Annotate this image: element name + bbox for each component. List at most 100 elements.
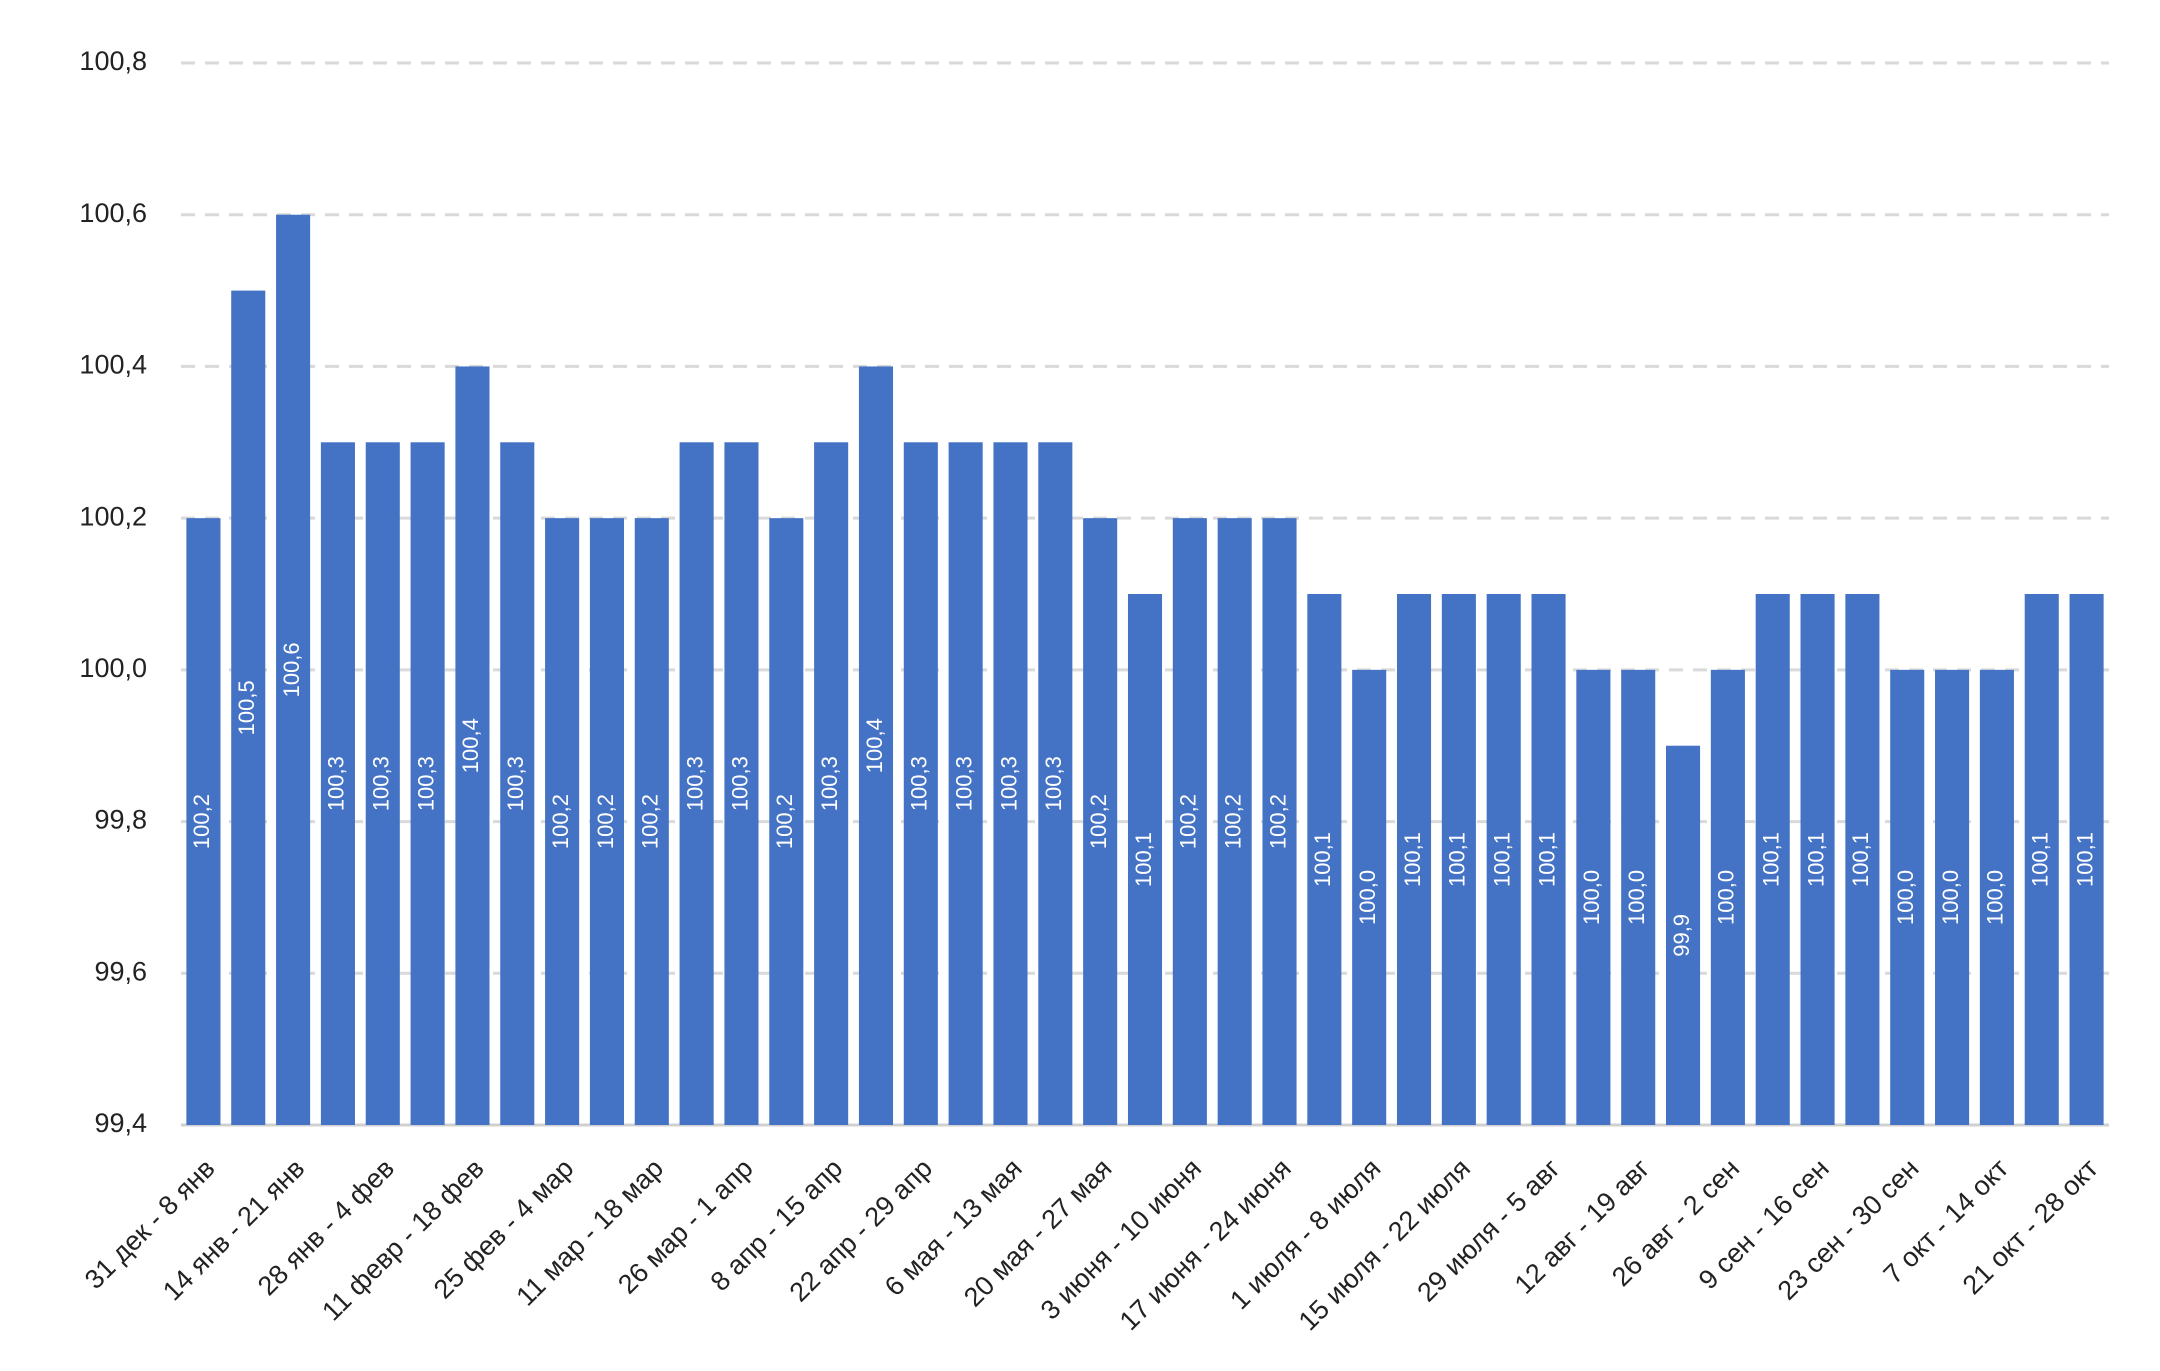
bar [2069, 594, 2104, 1125]
bar [500, 442, 535, 1125]
value-label: 100,3 [503, 756, 528, 811]
value-label: 100,1 [1445, 832, 1470, 887]
y-tick-label: 99,8 [94, 805, 147, 835]
bar [455, 366, 490, 1125]
bar [634, 518, 669, 1125]
bar [1083, 518, 1118, 1125]
y-tick-label: 99,6 [94, 956, 147, 986]
value-label: 100,1 [1310, 832, 1335, 887]
value-label: 100,3 [996, 756, 1021, 811]
value-label: 100,1 [1490, 832, 1515, 887]
bar [2024, 594, 2059, 1125]
x-tick-label: 3 июня - 10 июня [1035, 1153, 1207, 1325]
bar [231, 290, 266, 1126]
bar [1172, 518, 1207, 1125]
value-label: 100,1 [1131, 832, 1156, 887]
value-label: 100,2 [548, 794, 573, 849]
value-label: 100,3 [324, 756, 349, 811]
y-tick-label: 100,4 [79, 350, 147, 380]
bar [545, 518, 580, 1125]
value-label: 100,2 [1176, 794, 1201, 849]
bar [1621, 669, 1656, 1125]
bar [948, 442, 983, 1125]
value-label: 100,0 [1893, 870, 1918, 925]
y-tick-label: 100,2 [79, 501, 147, 531]
bar [1486, 594, 1521, 1125]
value-label: 100,4 [862, 718, 887, 773]
x-tick-label: 1 июля - 8 июля [1224, 1153, 1386, 1315]
bar [1935, 669, 1970, 1125]
value-label: 100,2 [593, 794, 618, 849]
bar [1710, 669, 1745, 1125]
value-label: 100,2 [772, 794, 797, 849]
x-tick-label: 15 июля - 22 июля [1293, 1153, 1476, 1336]
bar [1127, 594, 1163, 1125]
value-label: 100,1 [1759, 832, 1784, 887]
value-label: 100,2 [1220, 794, 1245, 849]
value-label: 100,0 [1579, 870, 1604, 925]
bar [320, 442, 355, 1125]
bar [410, 442, 445, 1125]
value-label: 100,0 [1983, 870, 2008, 925]
bar [1441, 594, 1476, 1125]
value-label: 100,2 [1265, 794, 1290, 849]
value-label: 100,1 [2072, 832, 2097, 887]
value-label: 100,1 [1803, 832, 1828, 887]
bar [1262, 518, 1297, 1125]
bar [1979, 669, 2014, 1125]
value-label: 100,3 [413, 756, 438, 811]
value-label: 100,3 [907, 756, 932, 811]
bar [276, 214, 311, 1125]
bar [365, 442, 400, 1125]
value-label: 100,4 [458, 718, 483, 773]
bar [1576, 669, 1611, 1125]
bar [1755, 594, 1790, 1125]
value-label: 100,2 [189, 794, 214, 849]
x-tick-label: 11 февр - 18 фев [316, 1153, 489, 1326]
value-label: 100,1 [1848, 832, 1873, 887]
bar [1890, 669, 1925, 1125]
value-label: 100,2 [1086, 794, 1111, 849]
value-label: 100,0 [1355, 870, 1380, 925]
bar [679, 442, 714, 1125]
bar [814, 442, 849, 1125]
value-label: 100,3 [817, 756, 842, 811]
y-tick-label: 100,0 [79, 653, 147, 683]
bar [903, 442, 938, 1125]
bar [1307, 594, 1342, 1125]
value-label: 100,1 [1534, 832, 1559, 887]
value-label: 100,6 [279, 642, 304, 697]
bar [858, 366, 894, 1125]
value-label: 100,0 [1714, 870, 1739, 925]
bar [1396, 594, 1432, 1125]
bar [1352, 669, 1387, 1125]
bar [769, 518, 804, 1125]
value-label: 100,3 [727, 756, 752, 811]
bar [1038, 442, 1073, 1125]
bar [186, 518, 221, 1125]
bar [1531, 594, 1566, 1125]
x-tick-label: 17 июня - 24 июня [1114, 1153, 1297, 1336]
y-tick-label: 100,6 [79, 198, 147, 228]
bar [1666, 745, 1701, 1125]
value-label: 100,3 [682, 756, 707, 811]
bar [993, 442, 1028, 1125]
bar [1217, 518, 1252, 1125]
bar [589, 518, 624, 1125]
value-label: 100,1 [1400, 832, 1425, 887]
value-label: 100,0 [1624, 870, 1649, 925]
value-label: 100,2 [638, 794, 663, 849]
bar [724, 442, 759, 1125]
bar [1800, 594, 1835, 1125]
value-label: 100,3 [369, 756, 394, 811]
value-label: 100,1 [2028, 832, 2053, 887]
value-label: 99,9 [1669, 914, 1694, 957]
value-label: 100,5 [234, 680, 259, 735]
bar [1845, 594, 1880, 1125]
y-tick-label: 99,4 [94, 1108, 147, 1138]
y-tick-label: 100,8 [79, 46, 147, 76]
value-label: 100,3 [1041, 756, 1066, 811]
value-label: 100,0 [1938, 870, 1963, 925]
